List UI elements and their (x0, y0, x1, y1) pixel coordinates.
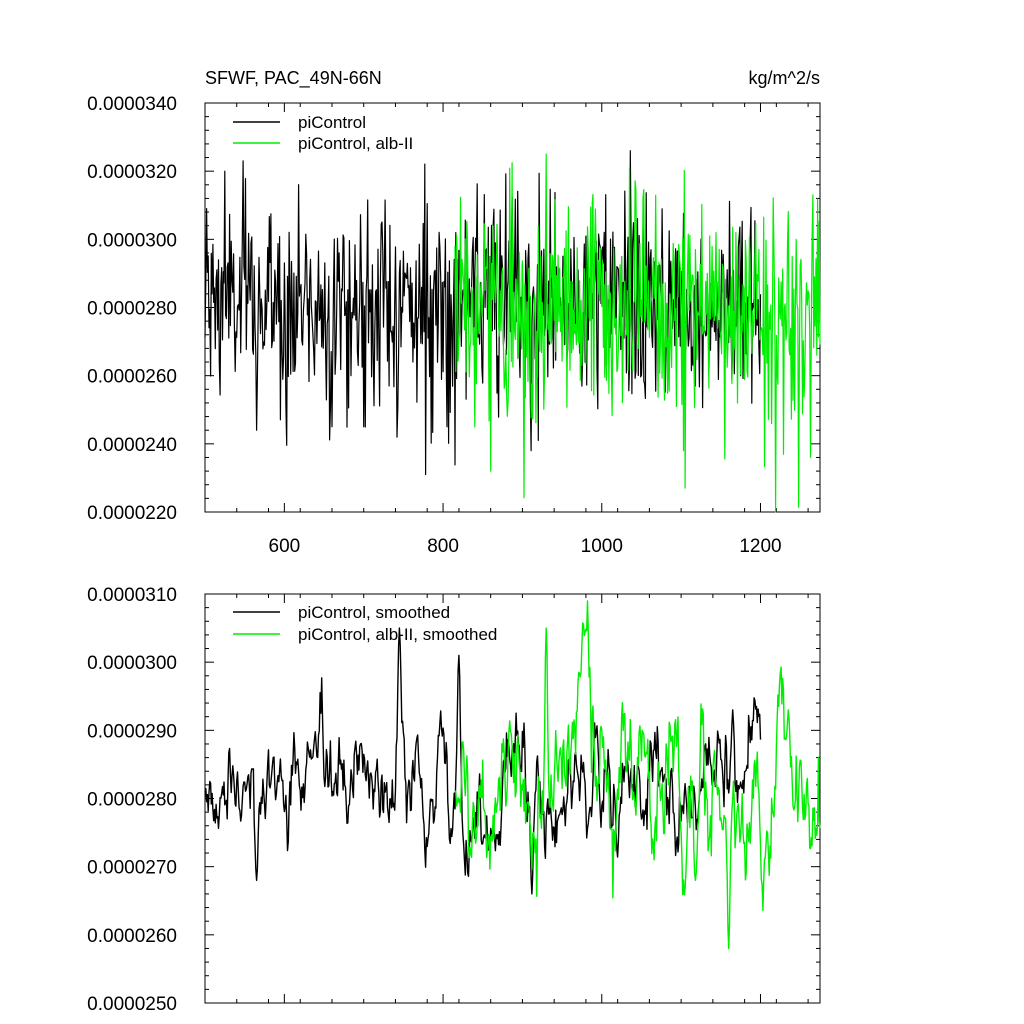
legend-label-alb-ii-smoothed: piControl, alb-II, smoothed (298, 625, 497, 644)
series-line-picontrol (204, 627, 762, 895)
y-tick-label: 0.0000310 (87, 585, 177, 606)
y-tick-label: 0.0000320 (87, 162, 177, 183)
panel-bottom: 0.0000250 0.0000260 0.0000270 0.0000280 0.00… (87, 585, 821, 1015)
axes-bottom: 0.0000250 0.0000260 0.0000270 0.0000280 0.00… (87, 585, 821, 1015)
y-tick-label: 0.0000300 (87, 653, 177, 674)
y-tick-label: 0.0000280 (87, 299, 177, 320)
series-line-alb-ii (454, 153, 821, 513)
y-tick-label: 0.0000280 (87, 790, 177, 811)
axes-top: 0.0000220 0.0000240 0.0000260 0.0000280 0.00… (87, 94, 821, 557)
y-tick-label: 0.0000270 (87, 858, 177, 879)
y-tick-label: 0.0000240 (87, 435, 177, 456)
x-tick-label: 1200 (739, 536, 781, 557)
x-tick-label: 600 (269, 536, 301, 557)
x-tick-label: 800 (427, 536, 459, 557)
y-tick-label: 0.0000260 (87, 367, 177, 388)
series-group-bottom (204, 600, 821, 950)
x-tick-label: 1000 (581, 536, 623, 557)
panel-title-left: SFWF, PAC_49N-66N (205, 68, 382, 89)
series-line-alb-ii (454, 600, 821, 950)
y-tick-label: 0.0000260 (87, 926, 177, 947)
legend-label-picontrol: piControl (298, 113, 366, 132)
panel-units-label: kg/m^2/s (749, 68, 820, 88)
legend-top: piControl piControl, alb-II (233, 113, 413, 153)
plot-frame (204, 593, 821, 1004)
series-group-top (204, 150, 821, 513)
y-tick-label: 0.0000220 (87, 503, 177, 524)
y-tick-label: 0.0000300 (87, 230, 177, 251)
legend-bottom: piControl, smoothed piControl, alb-II, s… (233, 603, 497, 644)
legend-label-alb-ii: piControl, alb-II (298, 134, 413, 153)
panel-top: SFWF, PAC_49N-66N kg/m^2/s 0.00002200.00… (87, 68, 821, 557)
legend-label-picontrol-smoothed: piControl, smoothed (298, 603, 450, 622)
y-tick-label: 0.0000340 (87, 94, 177, 115)
y-tick-label: 0.0000290 (87, 721, 177, 742)
y-tick-label: 0.0000250 (87, 994, 177, 1015)
